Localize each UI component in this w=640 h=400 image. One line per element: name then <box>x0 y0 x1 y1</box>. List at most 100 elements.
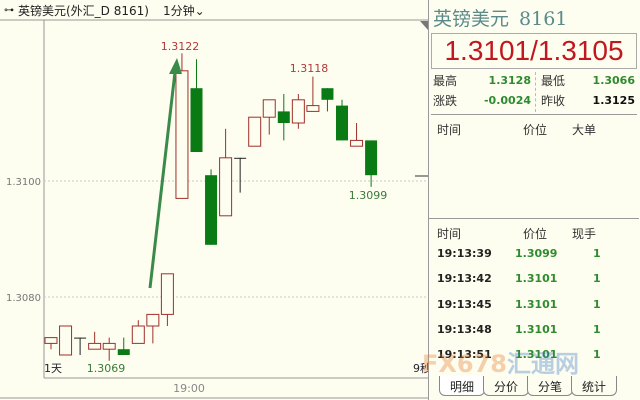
prev-close-label: 昨收 <box>541 94 566 108</box>
candle <box>102 337 116 361</box>
candle-body <box>74 337 87 339</box>
candle-body <box>102 342 116 350</box>
big-order-header-size: 大单 <box>572 123 597 137</box>
instrument-code: 8161 <box>519 8 568 30</box>
candle <box>175 53 189 199</box>
candle <box>321 88 334 112</box>
link-icon[interactable]: ⊶ <box>4 4 14 16</box>
tick-row: 19:13:42 1.3101 1 <box>435 272 605 290</box>
candlestick-chart[interactable]: 1.3122 1.3118 1.3069 1.3099 1天 9秒 19:00 … <box>0 0 428 400</box>
chart-header: ⊶ 英镑美元(外汇_D 8161) 1分钟⌄ <box>0 0 428 20</box>
candle-body <box>131 325 145 344</box>
tick-price: 1.3099 <box>515 247 558 260</box>
candle-body <box>190 88 203 152</box>
chevron-down-icon: ⌄ <box>194 3 205 18</box>
local-high-label: 1.3118 <box>290 62 329 75</box>
watermark-logo: FX678汇通网 <box>422 344 579 379</box>
tick-time: 19:13:42 <box>437 272 492 286</box>
tab-detail[interactable]: 明细 <box>439 376 486 396</box>
tick-time: 19:13:45 <box>437 297 492 311</box>
candle <box>336 99 348 141</box>
period-selector[interactable]: 1分钟⌄ <box>163 2 205 19</box>
candle-body <box>248 116 262 147</box>
candle <box>350 123 364 147</box>
tab-ticks[interactable]: 分笔 <box>527 376 574 396</box>
candle-body <box>160 273 174 315</box>
big-order-header-price: 价位 <box>523 123 548 137</box>
stats-block: 最高 1.3128 涨跌 -0.0024 最低 1.3066 昨收 1.3125 <box>431 70 637 115</box>
candle-body <box>219 157 233 217</box>
candle-body <box>306 105 320 112</box>
corner-triangle-icon <box>420 21 428 30</box>
tick-header-volume: 现手 <box>572 227 597 241</box>
change-stat-label: 涨跌 <box>433 94 458 108</box>
tick-volume: 1 <box>593 348 601 362</box>
panel-tabs: 明细 分价 分笔 统计 <box>439 376 618 396</box>
low-label: 1.3069 <box>87 362 126 375</box>
tick-header-time: 时间 <box>437 227 462 241</box>
y-tick-label: 1.3100 <box>6 177 41 188</box>
trend-arrow <box>148 58 182 289</box>
tick-volume: 1 <box>593 297 601 311</box>
section-divider <box>429 218 639 219</box>
candle <box>117 337 130 355</box>
tick-volume: 1 <box>593 247 601 260</box>
big-order-header-time: 时间 <box>437 123 462 137</box>
tick-row: 19:13:45 1.3101 1 <box>435 298 605 316</box>
watermark-text: FX678 <box>422 350 507 378</box>
change-stat-value: -0.0024 <box>483 94 531 107</box>
x-tick-label: 19:00 <box>173 382 205 395</box>
candle-body <box>321 88 334 100</box>
candle <box>262 99 276 135</box>
tick-time: 19:13:48 <box>437 322 492 336</box>
candle-body <box>365 140 378 176</box>
candle <box>74 337 87 355</box>
candle-body <box>350 139 364 147</box>
candle-body <box>88 342 102 350</box>
symbol-label: 英镑美元(外汇_D 8161) <box>18 3 149 18</box>
tick-price: 1.3101 <box>515 322 558 336</box>
tick-price: 1.3101 <box>515 348 558 362</box>
tick-time: 19:13:51 <box>437 348 492 362</box>
tab-statistics[interactable]: 统计 <box>571 376 618 396</box>
high-stat-label: 最高 <box>433 74 458 88</box>
quote-panel: 英镑美元 8161 1.3101/1.3105 最高 1.3128 涨跌 -0.0… <box>428 0 640 400</box>
high-label: 1.3122 <box>161 40 200 53</box>
y-tick-label: 1.3080 <box>6 293 41 304</box>
candle <box>291 94 305 129</box>
candle <box>160 273 174 326</box>
instrument-name: 英镑美元 <box>433 8 510 30</box>
candle <box>44 337 58 350</box>
candle <box>205 169 218 245</box>
candle <box>365 140 378 187</box>
period-corner-label: 1天 <box>44 362 62 375</box>
candle-body <box>262 99 276 118</box>
candle-body <box>175 70 189 199</box>
candle <box>277 94 290 141</box>
tick-volume: 1 <box>593 322 601 336</box>
candle <box>146 313 160 344</box>
tick-price: 1.3101 <box>515 297 558 311</box>
candle-body <box>336 105 348 141</box>
candle <box>219 128 233 217</box>
candle-body <box>205 175 218 245</box>
candle <box>59 325 73 356</box>
tab-price-distribution[interactable]: 分价 <box>483 376 530 396</box>
period-label: 1分钟 <box>162 3 195 18</box>
candle <box>88 331 102 350</box>
tick-time: 19:13:39 <box>437 247 492 260</box>
low-stat-value: 1.3066 <box>592 74 635 87</box>
candle <box>190 59 203 152</box>
tick-price: 1.3101 <box>515 272 558 286</box>
watermark-text: 汇通网 <box>507 350 579 378</box>
prev-close-value: 1.3125 <box>592 94 635 107</box>
candle <box>306 76 320 112</box>
tick-row: 19:13:39 1.3099 1 <box>435 247 605 265</box>
candle-body <box>291 99 305 124</box>
candle <box>248 116 262 147</box>
candle-body <box>234 157 247 159</box>
tick-header-price: 价位 <box>523 227 548 241</box>
tick-row: 19:13:48 1.3101 1 <box>435 323 605 341</box>
candle-body <box>44 337 58 344</box>
candle-body <box>117 349 130 355</box>
